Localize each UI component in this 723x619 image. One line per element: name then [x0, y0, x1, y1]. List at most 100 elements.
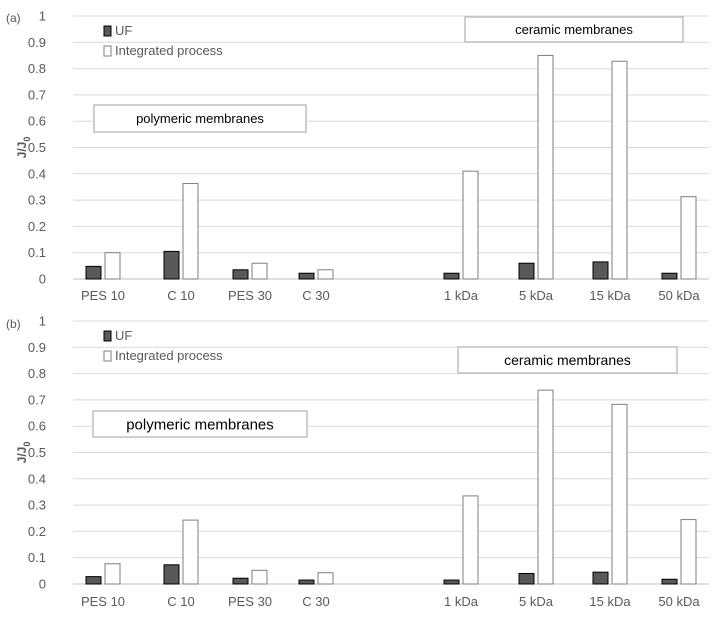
annotation-box	[92, 410, 308, 438]
legend-swatch-uf	[103, 330, 112, 342]
y-axis-label: J/J0	[15, 137, 32, 159]
legend-label: UF	[115, 23, 132, 38]
panel-label: (b)	[6, 317, 21, 331]
y-tick-label: 0.9	[28, 35, 46, 50]
bar-uf-pes-30	[232, 269, 249, 280]
y-tick-label: 0.5	[28, 445, 46, 460]
x-tick-label: 50 kDa	[658, 594, 700, 609]
legend: UF Integrated process	[103, 23, 223, 58]
annotation-ceramic: ceramic membranes	[457, 346, 678, 374]
x-tick-label: 1 kDa	[444, 594, 479, 609]
y-tick-label: 0.7	[28, 392, 46, 407]
y-tick-label: 1	[39, 9, 46, 24]
x-tick-label: 5 kDa	[519, 288, 554, 303]
bar-uf-pes-10	[85, 576, 102, 585]
y-tick-label: 0.1	[28, 245, 46, 260]
bar-integrated-c-30	[317, 572, 334, 585]
y-axis-label-subscript: 0	[22, 137, 32, 142]
y-tick-label: 0.2	[28, 524, 46, 539]
x-tick-label: C 10	[167, 288, 194, 303]
bar-integrated-pes-30	[251, 569, 268, 585]
bar-integrated-50-kda	[680, 519, 697, 585]
bar-uf-pes-30	[232, 577, 249, 585]
bar-uf-5-kda	[518, 572, 535, 585]
legend-label: Integrated process	[115, 43, 223, 58]
bar-integrated-1-kda	[462, 170, 479, 280]
bar-integrated-c-30	[317, 269, 334, 280]
y-tick-label: 0.6	[28, 419, 46, 434]
annotation-box	[93, 104, 307, 133]
annotation-text: ceramic membranes	[515, 22, 633, 37]
x-tick-label: 15 kDa	[589, 594, 631, 609]
legend-swatch-integrated	[103, 45, 112, 57]
bar-integrated-c-10	[182, 183, 199, 280]
bar-uf-15-kda	[592, 261, 609, 280]
bar-uf-c-10	[163, 250, 180, 280]
bar-integrated-1-kda	[462, 495, 479, 585]
x-tick-label: C 30	[302, 288, 329, 303]
x-tick-label: PES 10	[81, 594, 125, 609]
bar-integrated-pes-10	[104, 252, 121, 280]
bar-integrated-pes-10	[104, 563, 121, 585]
bar-uf-50-kda	[661, 272, 678, 280]
y-tick-label: 0	[39, 272, 46, 287]
bar-uf-15-kda	[592, 571, 609, 585]
bar-integrated-5-kda	[537, 389, 554, 585]
y-tick-label: 0.7	[28, 87, 46, 102]
y-tick-label: 0.9	[28, 340, 46, 355]
x-tick-label: 5 kDa	[519, 594, 554, 609]
y-tick-label: 0.5	[28, 140, 46, 155]
bar-uf-c-30	[298, 579, 315, 585]
y-axis-label-subscript: 0	[22, 442, 32, 447]
bar-integrated-50-kda	[680, 196, 697, 280]
y-tick-label: 0.4	[28, 471, 46, 486]
bar-integrated-pes-30	[251, 262, 268, 280]
y-tick-label: 0.4	[28, 166, 46, 181]
chart-panel-b: 00.10.20.30.40.50.60.70.80.91(b)J/J0poly…	[6, 314, 709, 609]
y-tick-label: 1	[39, 314, 46, 329]
chart-panel-a: 00.10.20.30.40.50.60.70.80.91(a)J/J0poly…	[6, 9, 709, 303]
bar-uf-pes-10	[85, 265, 102, 280]
x-tick-label: 50 kDa	[658, 288, 700, 303]
bar-uf-1-kda	[443, 272, 460, 280]
legend-label: Integrated process	[115, 348, 223, 363]
bar-uf-1-kda	[443, 579, 460, 585]
y-tick-label: 0.2	[28, 219, 46, 234]
annotation-ceramic: ceramic membranes	[464, 16, 684, 43]
y-tick-label: 0.1	[28, 550, 46, 565]
bar-integrated-5-kda	[537, 54, 554, 280]
annotation-text: polymeric membranes	[126, 416, 274, 433]
bar-integrated-15-kda	[611, 60, 628, 280]
y-tick-label: 0.3	[28, 193, 46, 208]
y-axis-label: J/J0	[15, 442, 32, 464]
y-tick-label: 0.8	[28, 61, 46, 76]
x-tick-label: PES 30	[228, 288, 272, 303]
bar-integrated-c-10	[182, 519, 199, 585]
legend: UF Integrated process	[103, 328, 223, 363]
x-tick-label: 1 kDa	[444, 288, 479, 303]
bar-uf-c-10	[163, 564, 180, 585]
x-tick-label: PES 30	[228, 594, 272, 609]
bar-uf-c-30	[298, 272, 315, 280]
x-tick-label: C 30	[302, 594, 329, 609]
annotation-text: polymeric membranes	[136, 111, 264, 126]
annotation-box	[457, 346, 678, 374]
y-axis-label-main: J/J	[15, 447, 29, 464]
x-tick-label: C 10	[167, 594, 194, 609]
panel-label: (a)	[6, 11, 21, 25]
legend-swatch-uf	[103, 25, 112, 37]
x-tick-label: 15 kDa	[589, 288, 631, 303]
x-tick-label: PES 10	[81, 288, 125, 303]
y-axis-label-main: J/J	[15, 142, 29, 159]
bar-uf-5-kda	[518, 262, 535, 280]
bar-uf-50-kda	[661, 578, 678, 585]
y-tick-label: 0	[39, 577, 46, 592]
annotation-box	[464, 16, 684, 43]
annotation-polymeric: polymeric membranes	[93, 104, 307, 133]
y-tick-label: 0.3	[28, 498, 46, 513]
legend-label: UF	[115, 328, 132, 343]
bar-integrated-15-kda	[611, 403, 628, 585]
annotation-text: ceramic membranes	[504, 352, 631, 368]
legend-swatch-integrated	[103, 350, 112, 362]
